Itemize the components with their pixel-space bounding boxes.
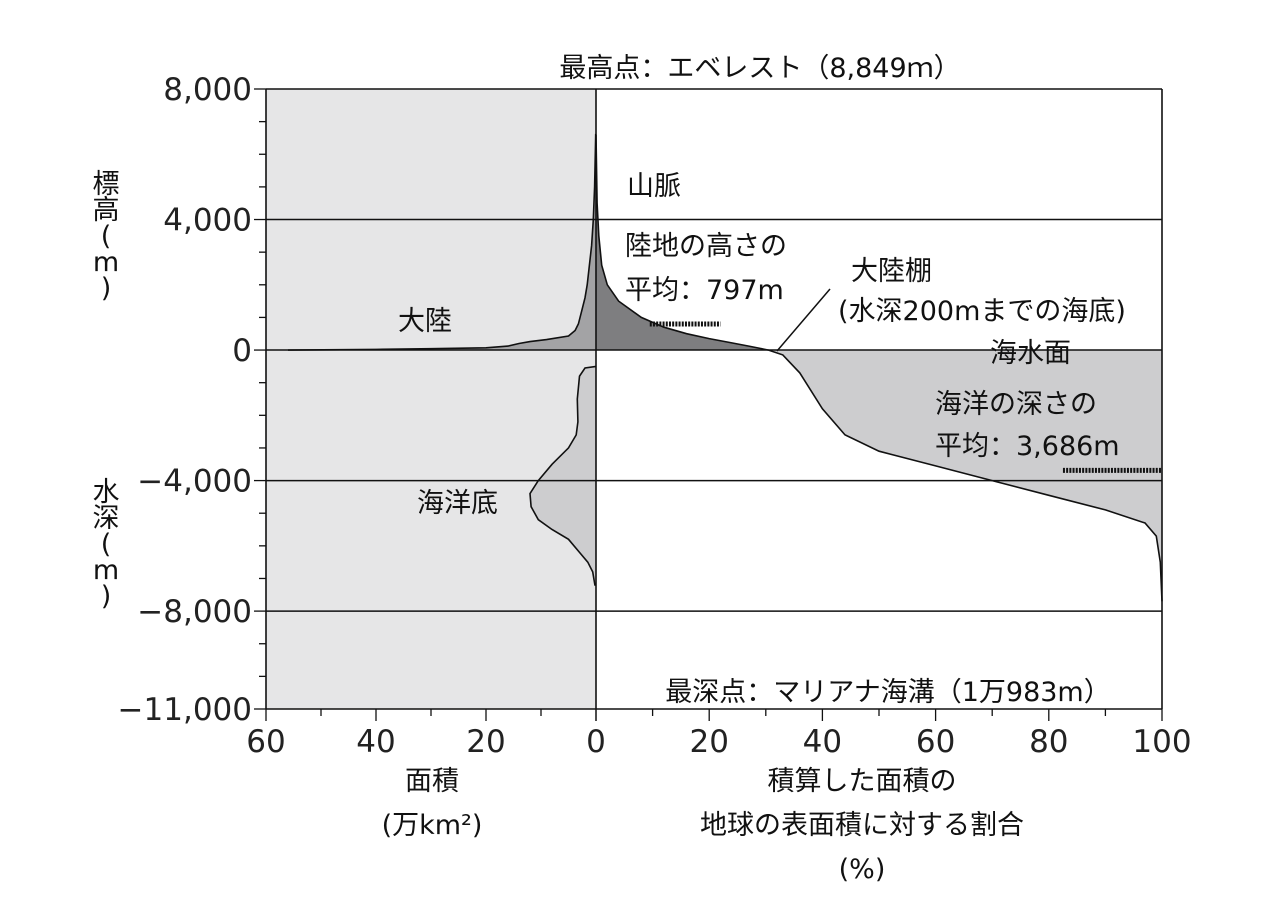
plot-frame [265,89,1163,710]
ocean-average-label-line2: 平均：3,686m [935,431,1120,462]
ocean-floor-area-curve [529,365,597,586]
y-tick-label: 0 [232,333,252,369]
profile-curves [287,133,1163,602]
y-tick-label: −11,000 [118,692,252,728]
continental-shelf-note: (水深200mまでの海底) [838,296,1126,327]
right-x-tick-label: 0 [586,724,606,760]
average-markers [649,321,1162,473]
y-axis-title-elevation: ( [101,221,112,252]
left-x-tick-label: 60 [246,724,285,760]
y-axis-title-depth: 深 [93,503,120,534]
continental-shelf-leader-line [776,288,831,352]
gridlines [266,88,1162,612]
y-tick-labels: 8,000 4,000 0 −4,000 −8,000 −11,000 [118,72,252,728]
left-panel-background [266,89,596,709]
sea-level-label: 海水面 [990,338,1071,369]
y-axis-title-elevation: m [93,247,119,278]
land-hypsometric-fill [596,134,769,351]
right-x-tick-label: 80 [1029,724,1068,760]
y-tick-label: −4,000 [137,464,252,500]
mountains-label: 山脈 [627,171,681,202]
left-x-tick-label: 20 [466,724,505,760]
area-fills [288,134,1162,602]
hypsometric-curve [595,134,1163,602]
y-tick-label: 4,000 [163,203,252,239]
deepest-point-label: 最深点：マリアナ海溝（1万983m） [665,677,1110,708]
ocean-floor-area-fill [530,366,596,585]
right-x-axis-title-line1: 積算した面積の [768,766,957,797]
y-axis-title-elevation: 標 [93,169,120,200]
right-x-axis-title-line3: (%) [839,854,886,885]
ocean-hypsometric-fill [768,350,1162,602]
land-average-label-line1: 陸地の高さの [625,231,787,262]
right-x-axis-title-line2: 地球の表面積に対する割合 [700,810,1024,841]
y-axis-title-elevation: 高 [93,195,120,226]
ocean-average-label-line1: 海洋の深さの [935,389,1097,420]
continent-area-curve [287,133,597,351]
y-axis-title-depth: ( [101,529,112,560]
y-axis-title-depth: 水 [93,477,120,508]
left-x-axis-title-line1: 面積 [405,766,459,797]
y-tick-label: −8,000 [137,594,252,630]
y-axis-title-depth: ) [101,581,112,612]
right-x-tick-label: 60 [916,724,955,760]
right-x-tick-label: 40 [803,724,842,760]
axis-ticks [254,88,1163,721]
continental-shelf-label: 大陸棚 [851,256,932,287]
left-x-tick-label: 40 [356,724,395,760]
highest-point-label: 最高点：エベレスト（8,849ｍ） [559,53,960,84]
land-average-label-line2: 平均：797m [625,275,784,306]
y-tick-label: 8,000 [163,72,252,108]
continent-label: 大陸 [398,306,452,337]
left-x-axis-title-line2: (万km²) [382,810,483,841]
right-x-tick-label: 100 [1132,724,1191,760]
y-axis-title-elevation: ) [101,273,112,304]
right-x-tick-label: 20 [689,724,728,760]
ocean-floor-label: 海洋底 [417,488,498,519]
x-tick-labels: 60 40 20 0 20 40 60 80 100 [246,724,1191,760]
y-axis-titles: 標高(m)水深(m) [93,169,120,612]
y-axis-title-depth: m [93,555,119,586]
